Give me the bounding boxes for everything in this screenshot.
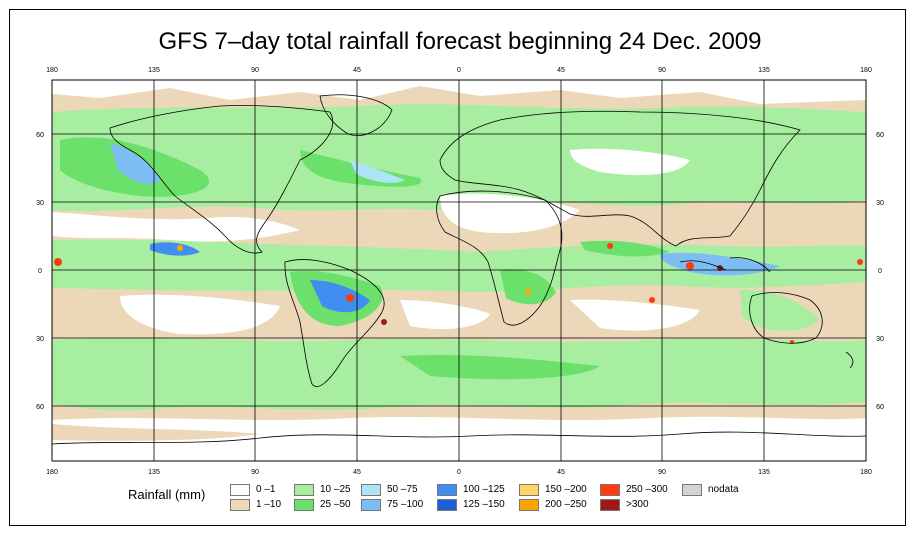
- legend-label: 250 –300: [626, 484, 668, 495]
- legend-label: 50 –75: [387, 484, 418, 495]
- legend-label: 25 –50: [320, 499, 351, 510]
- lat-label: 60: [36, 132, 44, 139]
- sahara-dry: [440, 193, 580, 234]
- legend-swatch: [361, 484, 381, 496]
- legend-swatch: [361, 499, 381, 511]
- extreme-spot: [686, 262, 694, 270]
- south-storm-heavy: [400, 354, 600, 380]
- lon-label: 90: [658, 67, 666, 74]
- lon-label: 90: [251, 67, 259, 74]
- legend-label: 100 –125: [463, 484, 505, 495]
- graticule: [52, 80, 866, 461]
- north-pacific-heavy: [110, 142, 160, 185]
- map-title: GFS 7–day total rainfall forecast beginn…: [158, 28, 762, 55]
- figure-frame: [9, 9, 906, 526]
- indian-ocean-cell: [580, 240, 670, 257]
- legend-label: 10 –25: [320, 484, 351, 495]
- amazon-heavy: [310, 280, 370, 313]
- north-america-outline: [109, 105, 333, 254]
- indonesia-outline: [679, 260, 727, 271]
- extreme-spot: [649, 297, 655, 303]
- legend-label: nodata: [708, 484, 739, 495]
- lon-label: 180: [860, 469, 872, 476]
- africa-rain: [500, 269, 556, 305]
- lon-label: 90: [658, 469, 666, 476]
- lat-labels-left: 60 30 0 30 60: [36, 132, 44, 411]
- lat-label: 0: [38, 268, 42, 275]
- lat-label: 30: [876, 336, 884, 343]
- lon-label: 0: [457, 469, 461, 476]
- east-pacific-cell: [150, 242, 200, 256]
- lat-label: 30: [36, 200, 44, 207]
- extreme-spot: [857, 259, 863, 265]
- lon-label: 135: [148, 469, 160, 476]
- legend-label: 75 –100: [387, 499, 424, 510]
- antarctic-light: [52, 424, 260, 441]
- lon-label: 0: [457, 67, 461, 74]
- extreme-spot: [607, 243, 613, 249]
- lon-labels-top: 180 135 90 45 0 45 90 135 180: [46, 67, 872, 74]
- legend-swatch: [230, 484, 250, 496]
- legend-label: 1 –10: [256, 499, 282, 510]
- legend-label: >300: [626, 499, 649, 510]
- lat-label: 60: [36, 404, 44, 411]
- antarctica-outline: [52, 431, 866, 445]
- legend-title: Rainfall (mm): [128, 487, 206, 502]
- australia-rain: [740, 289, 820, 331]
- lon-label: 180: [860, 67, 872, 74]
- lat-label: 30: [36, 336, 44, 343]
- lon-label: 45: [557, 67, 565, 74]
- lon-label: 90: [251, 469, 259, 476]
- extreme-spot: [525, 289, 531, 295]
- extreme-spot: [381, 319, 387, 325]
- central-asia-dry: [570, 148, 690, 176]
- south-pacific-dry: [120, 294, 280, 335]
- extreme-spot: [54, 258, 62, 266]
- lat-label: 30: [876, 200, 884, 207]
- lon-label: 45: [353, 67, 361, 74]
- legend-label: 125 –150: [463, 499, 505, 510]
- lat-label: 60: [876, 132, 884, 139]
- legend-swatch: [600, 499, 620, 511]
- legend-label: 0 –1: [256, 484, 276, 495]
- lon-label: 135: [758, 469, 770, 476]
- greenland-outline: [319, 94, 393, 136]
- lon-label: 180: [46, 67, 58, 74]
- extreme-spot: [717, 265, 723, 271]
- new-zealand-outline: [845, 351, 854, 369]
- legend-swatch: [437, 499, 457, 511]
- africa-outline: [436, 190, 563, 326]
- lon-label: 45: [353, 469, 361, 476]
- extreme-spot: [346, 294, 354, 302]
- lon-label: 135: [758, 67, 770, 74]
- lon-labels-bottom: 180 135 90 45 0 45 90 135 180: [46, 469, 872, 476]
- legend-swatch: [437, 484, 457, 496]
- legend-label: 150 –200: [545, 484, 587, 495]
- lat-label: 0: [878, 268, 882, 275]
- map-border: [51, 79, 867, 462]
- legend-swatch: [682, 484, 702, 496]
- north-pacific-dry: [52, 212, 300, 242]
- legend-swatch: [294, 484, 314, 496]
- lon-label: 135: [148, 67, 160, 74]
- legend-swatch: [600, 484, 620, 496]
- lon-label: 45: [557, 469, 565, 476]
- north-atlantic-heavy: [350, 160, 405, 183]
- legend-label: 200 –250: [545, 499, 587, 510]
- lat-labels-right: 60 30 0 30 60: [876, 132, 884, 411]
- eurasia-outline: [439, 110, 801, 247]
- lon-label: 180: [46, 469, 58, 476]
- legend-swatch: [294, 499, 314, 511]
- legend-swatch: [230, 499, 250, 511]
- legend-swatch: [519, 499, 539, 511]
- south-indian-dry: [570, 299, 700, 331]
- lat-label: 60: [876, 404, 884, 411]
- south-atlantic-dry: [400, 300, 490, 330]
- extreme-spot: [177, 245, 183, 251]
- legend-swatch: [519, 484, 539, 496]
